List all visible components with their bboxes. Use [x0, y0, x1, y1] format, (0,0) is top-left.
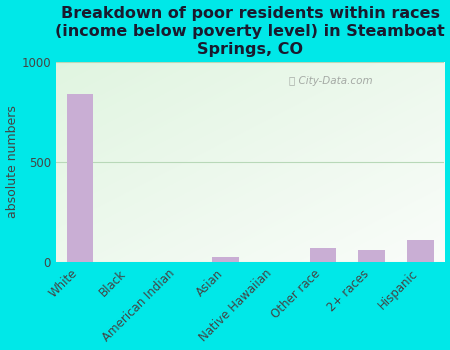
Text: ⓘ City-Data.com: ⓘ City-Data.com	[289, 76, 373, 86]
Bar	[67, 94, 94, 262]
Title: Breakdown of poor residents within races
(income below poverty level) in Steambo: Breakdown of poor residents within races…	[55, 6, 445, 57]
Bar	[212, 257, 239, 262]
Bar	[358, 250, 385, 262]
Bar	[407, 240, 433, 262]
Y-axis label: absolute numbers: absolute numbers	[5, 106, 18, 218]
Bar	[310, 248, 336, 262]
